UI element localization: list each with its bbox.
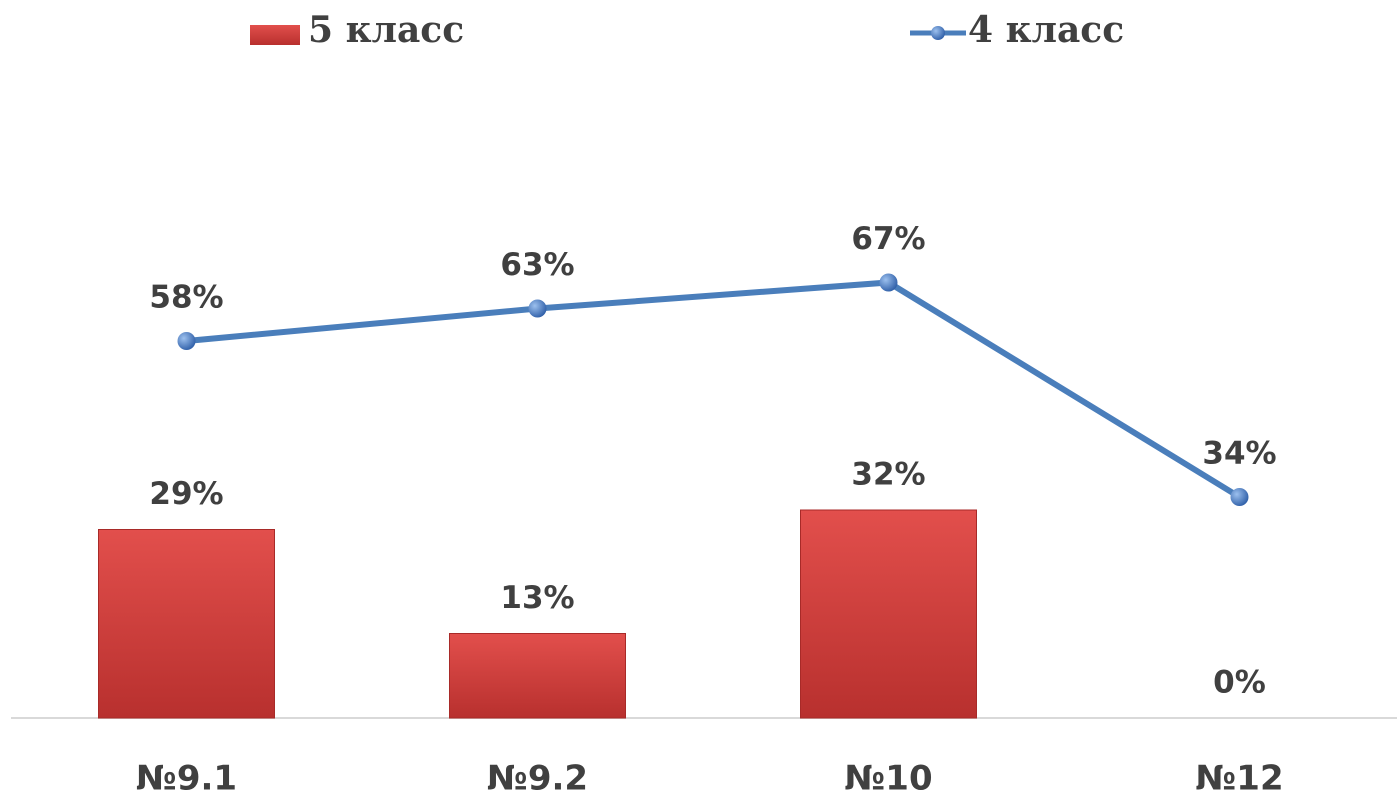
- legend-swatch: [250, 25, 300, 45]
- data-label: 13%: [500, 580, 574, 616]
- data-label: 0%: [1213, 665, 1266, 701]
- data-label: 63%: [500, 247, 574, 283]
- line: [186, 279, 1242, 500]
- x-tick-label: №12: [1195, 759, 1283, 799]
- marker: [177, 332, 196, 350]
- x-tick-label: №9.2: [487, 759, 588, 799]
- legend-label: 5 класс: [308, 9, 464, 51]
- x-tick-label: №10: [844, 759, 932, 799]
- legend-label: 4 класс: [968, 9, 1124, 51]
- marker: [1230, 488, 1249, 506]
- data-label: 29%: [149, 476, 223, 512]
- data-label: 32%: [851, 457, 925, 493]
- marker: [528, 299, 547, 318]
- bar: [800, 509, 977, 719]
- marker: [879, 273, 898, 292]
- x-tick-label: №9.1: [136, 759, 237, 799]
- bar: [449, 633, 626, 719]
- legend-marker: [931, 26, 945, 40]
- data-label: 58%: [149, 280, 223, 316]
- data-label: 34%: [1202, 436, 1276, 472]
- bar: [98, 529, 275, 719]
- data-label: 67%: [851, 221, 925, 257]
